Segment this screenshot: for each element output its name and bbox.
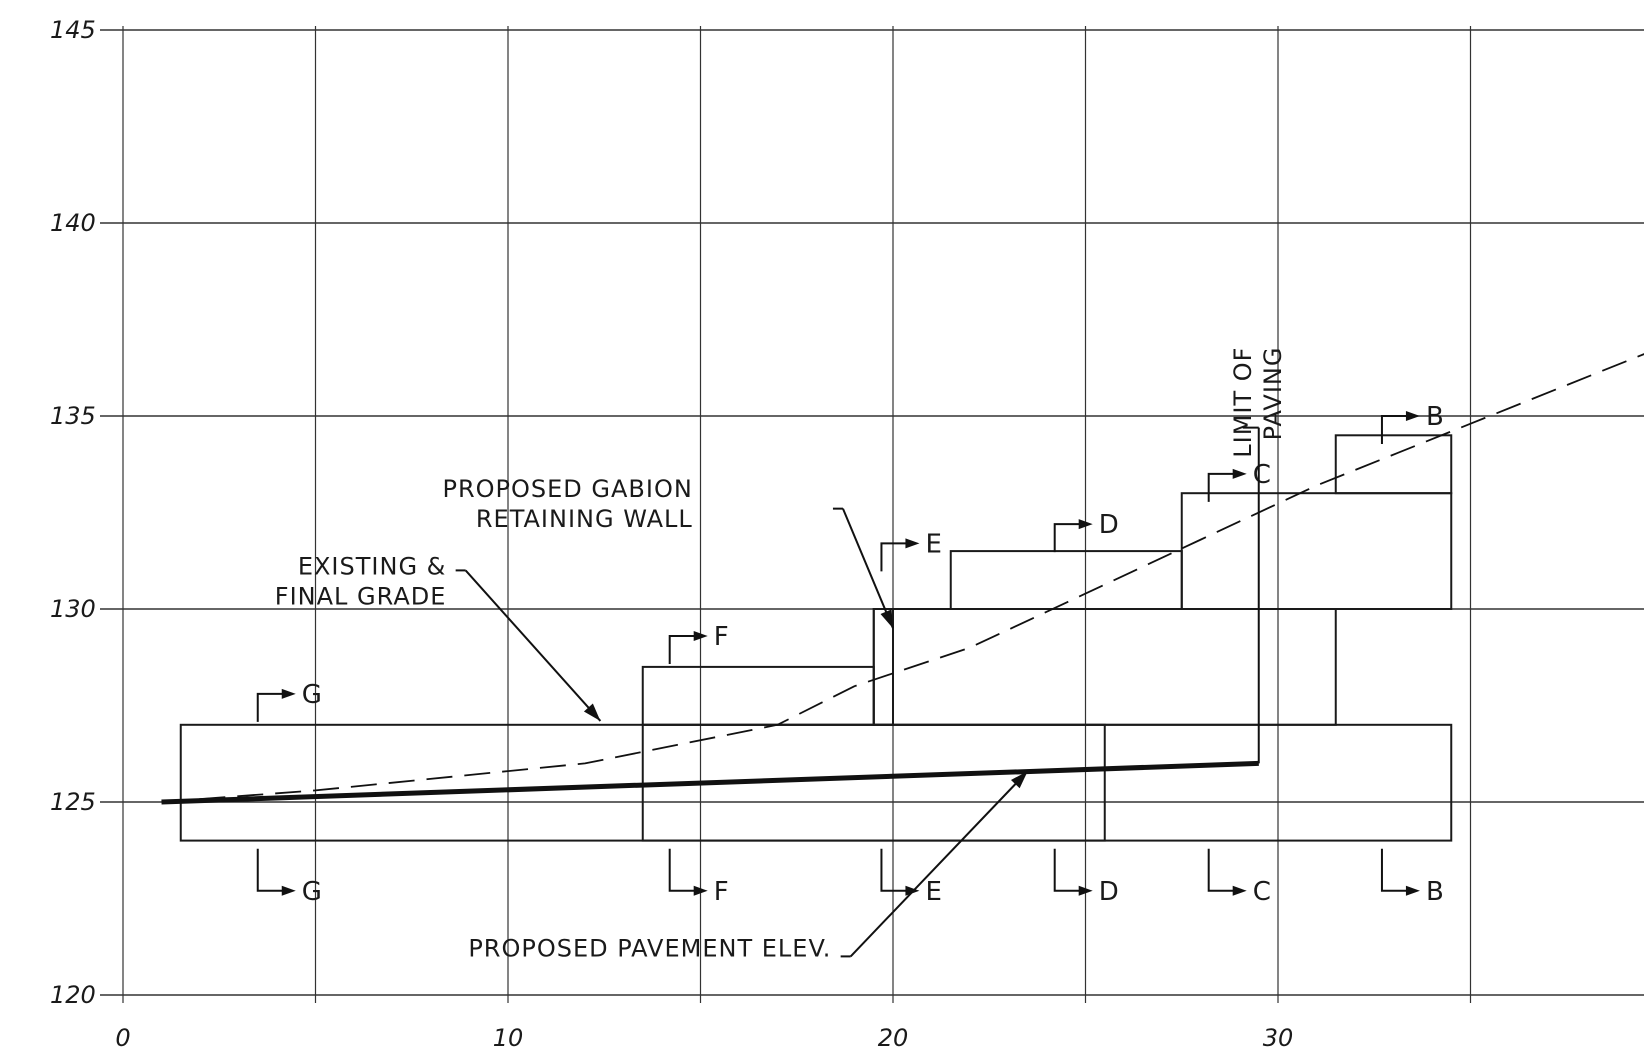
arrowhead (1232, 885, 1247, 896)
y-tick-label: 145 (50, 16, 96, 44)
section-markers: G G F F E E D D C C B B (256, 402, 1445, 907)
arrowhead (693, 885, 708, 896)
arrowhead (905, 538, 920, 549)
grade-lines (161, 353, 1644, 805)
x-tick-label: 30 (1263, 1024, 1294, 1052)
gabion-block (1334, 434, 1453, 495)
section-marker-top (1380, 415, 1412, 444)
section-marker-top (1053, 523, 1085, 553)
section-marker-bottom (1380, 848, 1412, 892)
section-marker-bottom (668, 848, 700, 892)
y-tick-label: 120 (50, 981, 96, 1009)
section-label-bottom: F (714, 877, 730, 907)
grid (100, 26, 1644, 1003)
arrowhead (1078, 519, 1093, 530)
y-tick-label: 140 (50, 209, 96, 237)
section-label-top: C (1253, 460, 1272, 490)
y-tick-label: 130 (50, 595, 96, 623)
annotation-text: EXISTING & (298, 552, 447, 580)
section-label-bottom: G (302, 877, 323, 907)
section-marker-top (1207, 472, 1239, 502)
y-tick-label: 135 (50, 402, 96, 430)
annotation-text: LIMIT OF (1229, 347, 1257, 458)
arrowhead (1405, 411, 1420, 421)
annotation-text: FINAL GRADE (275, 582, 447, 610)
section-marker-bottom (256, 848, 288, 892)
gabion-block (641, 665, 875, 726)
section-label-bottom: E (925, 877, 942, 907)
x-tick-label: 20 (878, 1024, 909, 1052)
annotation-text: PAVING (1259, 347, 1287, 441)
section-label-top: F (714, 622, 730, 652)
section-label-bottom: D (1099, 877, 1120, 907)
gabion-block (949, 550, 1183, 610)
arrowhead (1078, 885, 1093, 896)
leader-arrowhead (880, 609, 893, 629)
pavement-line (161, 760, 1259, 805)
arrowhead (1232, 468, 1247, 479)
leader-line (464, 569, 602, 722)
section-marker-top (256, 692, 288, 722)
leader-arrowhead (583, 703, 601, 721)
leader-line (842, 508, 894, 629)
arrowhead (281, 885, 296, 896)
arrowhead (1405, 885, 1420, 896)
section-label-bottom: B (1426, 877, 1445, 907)
x-tick-label: 0 (115, 1024, 130, 1052)
section-marker-top (668, 635, 700, 665)
section-label-top: B (1426, 402, 1445, 432)
leader-arrowhead (1010, 771, 1028, 789)
section-marker-top (880, 542, 912, 572)
arrowhead (281, 688, 296, 699)
limit-of-paving-label: LIMIT OF PAVING (1229, 347, 1287, 458)
section-label-bottom: C (1253, 877, 1272, 907)
section-label-top: G (302, 680, 323, 710)
annotations: EXISTING &FINAL GRADE PROPOSED GABIONRETA… (275, 347, 1287, 963)
gabion-block (1180, 492, 1453, 611)
y-tick-label: 125 (50, 788, 96, 816)
annotation-text: RETAINING WALL (476, 505, 693, 533)
gabion-block (872, 608, 894, 726)
section-label-top: D (1099, 510, 1120, 540)
annotation-text: PROPOSED PAVEMENT ELEV. (468, 934, 831, 962)
x-tick-label: 10 (493, 1024, 524, 1052)
arrowhead (693, 631, 708, 642)
section-marker-bottom (1207, 848, 1239, 892)
section-marker-bottom (1053, 848, 1085, 892)
existing-grade-line (161, 353, 1644, 803)
section-label-top: E (925, 529, 942, 559)
section-marker-bottom (880, 848, 912, 892)
axis-tick-labels: 120 125 130 135 140 145 0 10 20 30 (50, 16, 1293, 1052)
gabion-block (872, 608, 1337, 726)
leader-line (849, 770, 1029, 958)
gabion-wall-blocks (179, 434, 1453, 842)
annotation-text: PROPOSED GABION (442, 475, 692, 503)
